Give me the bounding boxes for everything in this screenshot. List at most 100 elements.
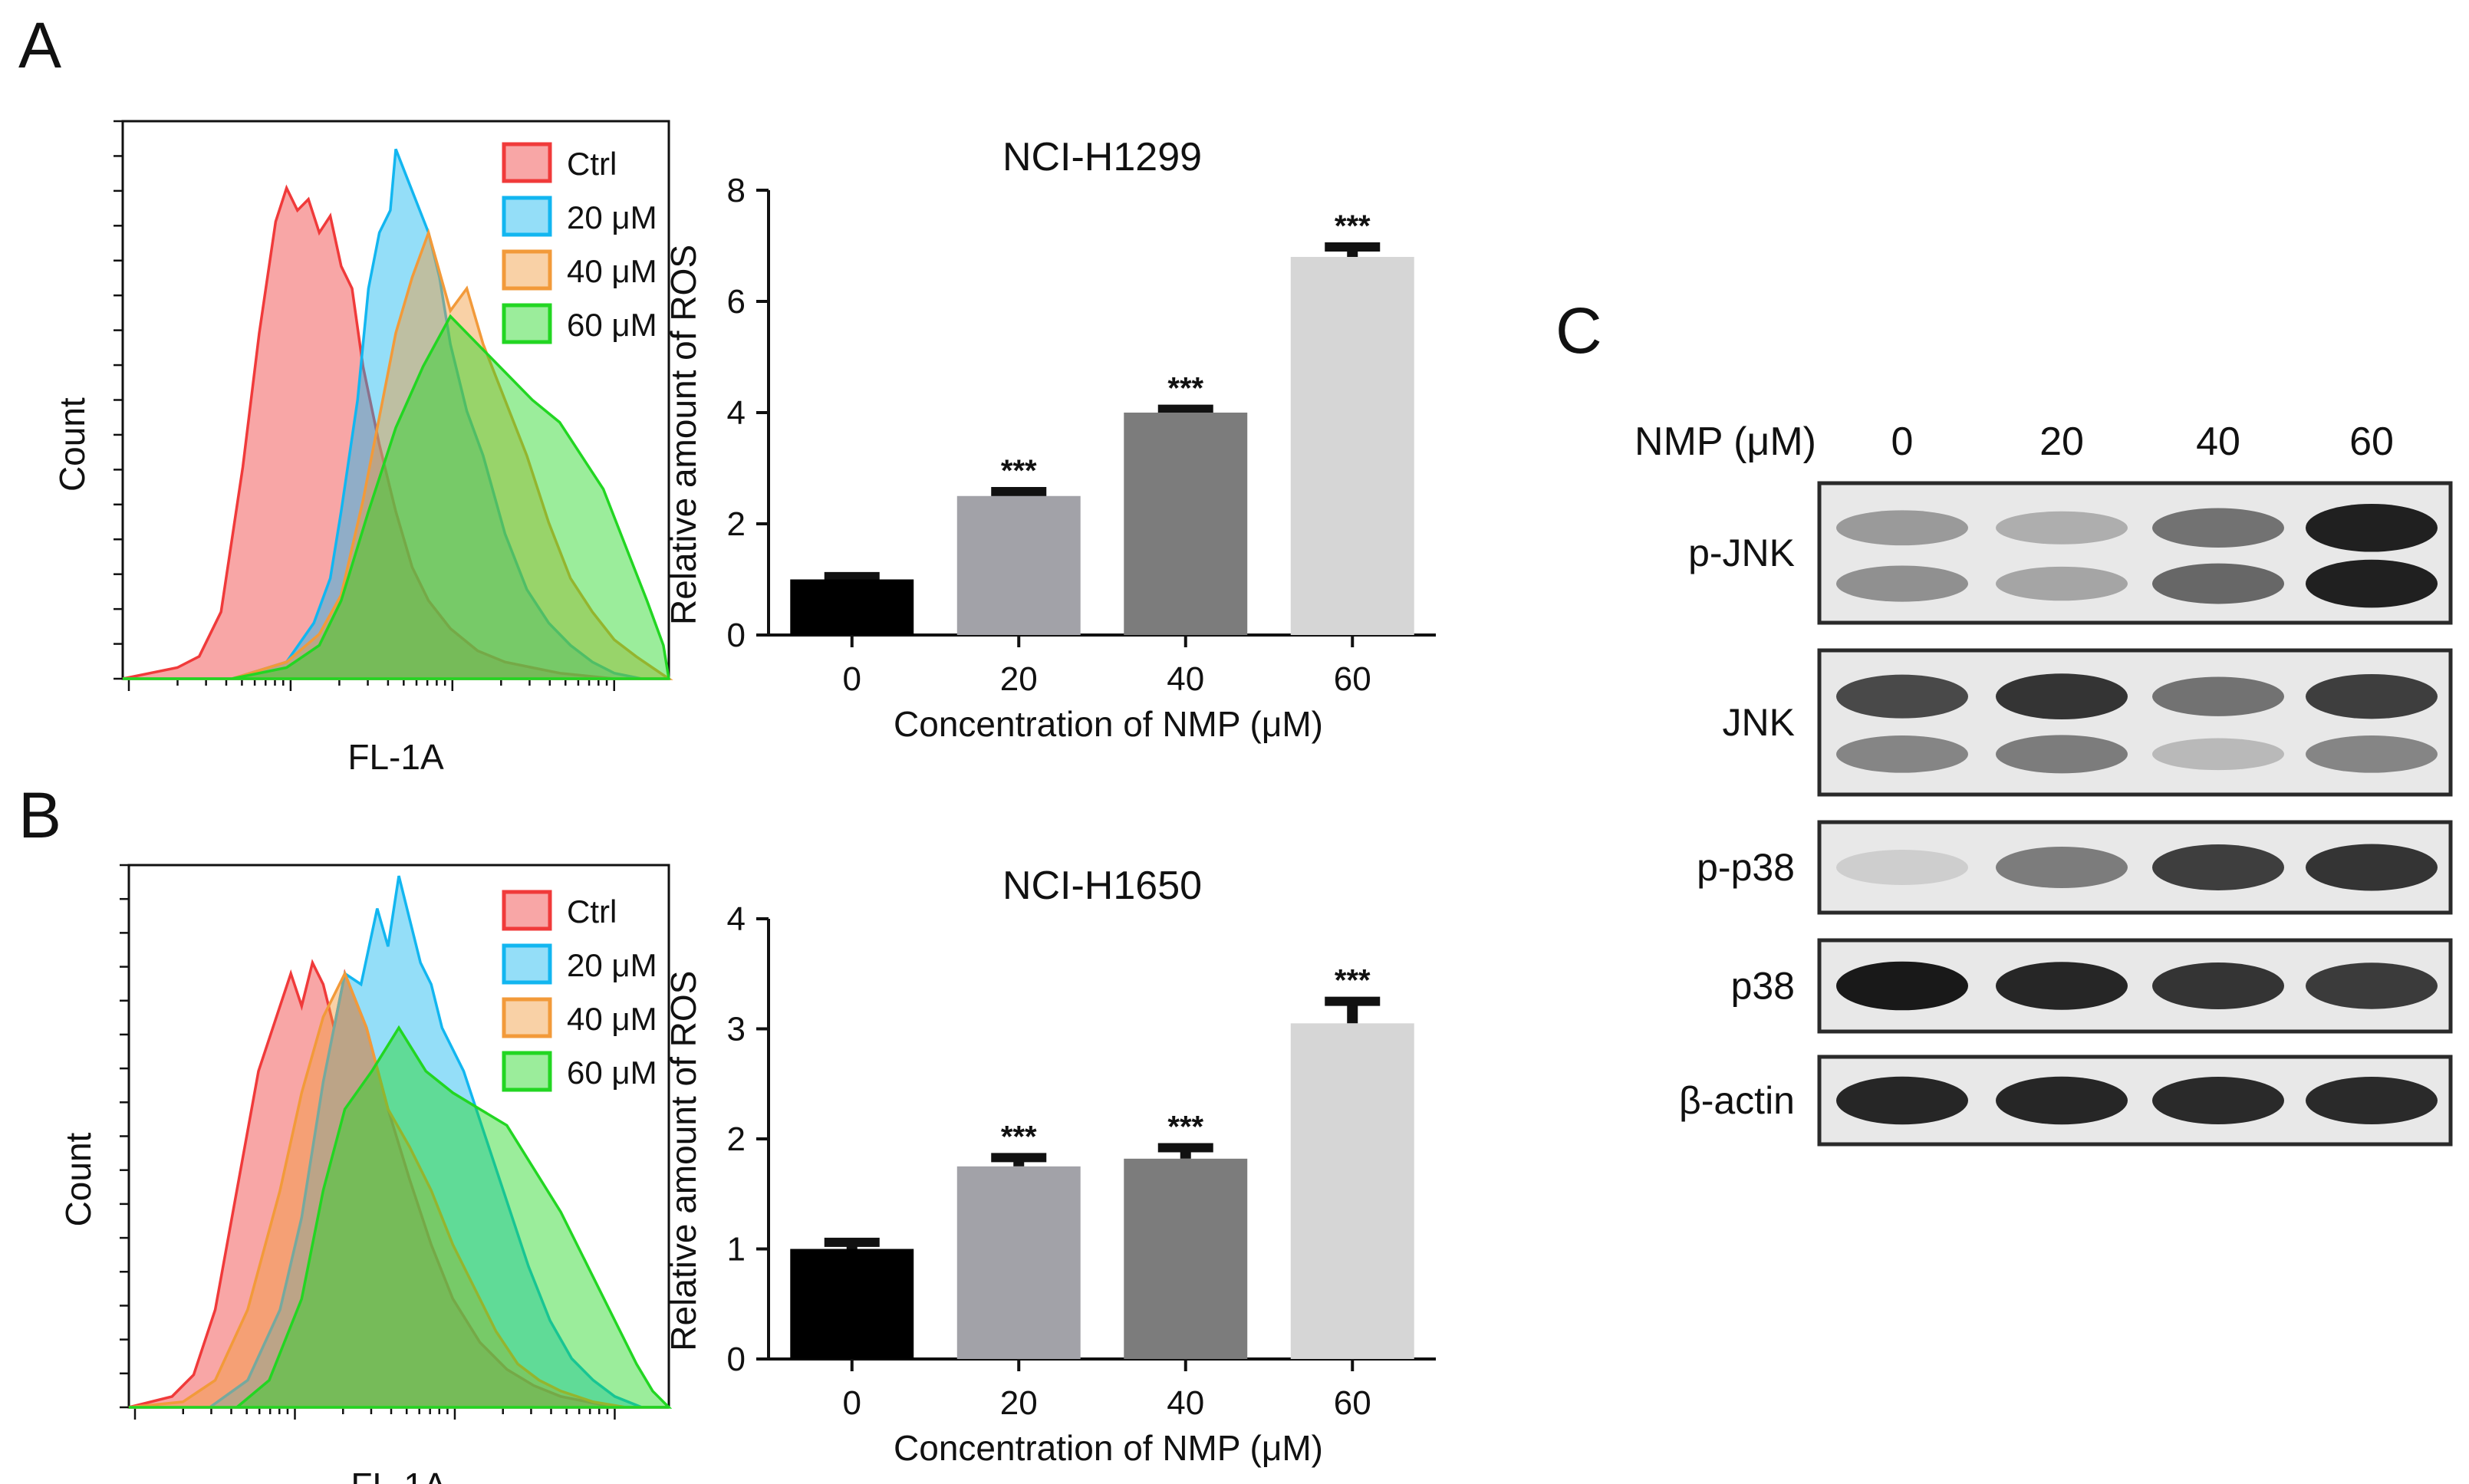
blot-band <box>2306 559 2438 608</box>
legend-swatch <box>502 303 552 344</box>
significance-marker: *** <box>1167 1110 1203 1143</box>
legend-label: 40 μM <box>567 1001 657 1037</box>
blot-band <box>2306 503 2438 552</box>
x-tick-label: 60 <box>1334 1384 1371 1422</box>
histogram-series-2 <box>128 970 669 1409</box>
blot-band <box>1996 735 2128 774</box>
x-tick-label: 0 <box>843 1384 861 1422</box>
histogram-a: Ctrl 20 μM 40 μM 60 μM FL-1A Count <box>52 120 673 777</box>
chart-title: NCI-H1299 <box>1002 135 1202 179</box>
histogram-series-3 <box>123 314 671 680</box>
panel-label-b: B <box>18 779 61 851</box>
y-tick-label: 0 <box>727 617 746 654</box>
blot-band <box>1836 674 1968 719</box>
blot-band <box>2306 735 2438 773</box>
y-tick-label: 3 <box>727 1011 746 1048</box>
legend-label: 20 μM <box>567 947 657 983</box>
bar-20 <box>956 495 1081 635</box>
panel-label-c: C <box>1555 294 1602 367</box>
bar-40 <box>1124 1158 1248 1359</box>
y-axis-label: Relative amount of ROS <box>663 971 703 1351</box>
legend-label: Ctrl <box>567 146 617 182</box>
lane-label: 40 <box>2196 420 2240 464</box>
legend-swatch <box>502 890 552 931</box>
y-axis-label: Count <box>52 397 92 492</box>
histogram-series-2 <box>123 228 673 680</box>
histogram-series-0 <box>122 184 669 680</box>
histogram-series-1 <box>129 875 669 1409</box>
legend-swatch <box>502 249 552 291</box>
blot-row-label: p-p38 <box>1697 846 1795 889</box>
blot-band <box>1996 566 2128 601</box>
blot-band <box>1996 511 2128 545</box>
significance-marker: *** <box>1167 372 1203 406</box>
blot-band <box>2152 962 2284 1009</box>
blot-band <box>1996 962 2128 1010</box>
x-tick-label: 20 <box>1000 660 1038 698</box>
significance-marker: *** <box>1335 964 1371 998</box>
x-axis-label: Concentration of NMP (μM) <box>894 704 1323 744</box>
x-axis-label: Concentration of NMP (μM) <box>894 1428 1323 1468</box>
blot-band <box>2152 1077 2284 1124</box>
y-tick-label: 8 <box>727 172 746 209</box>
x-tick-label: 40 <box>1167 1384 1204 1422</box>
blot-band <box>2152 738 2284 771</box>
legend-label: 60 μM <box>567 307 657 343</box>
legend-swatch <box>502 196 552 237</box>
blot-band <box>2306 962 2438 1009</box>
y-tick-label: 4 <box>727 900 746 938</box>
blot-row-label: p38 <box>1731 965 1795 1008</box>
legend-label: 20 μM <box>567 199 657 235</box>
significance-marker: *** <box>1001 454 1037 488</box>
y-axis-label: Relative amount of ROS <box>663 245 703 625</box>
blot-band <box>1836 510 1968 546</box>
y-axis-label: Count <box>58 1132 98 1226</box>
blot-row-label: β-actin <box>1679 1079 1795 1122</box>
blot-band <box>2152 508 2284 548</box>
x-axis-label: FL-1A <box>347 737 444 777</box>
y-tick-label: 4 <box>727 394 746 432</box>
blot-box <box>1817 648 2453 797</box>
blot-band <box>2152 844 2284 890</box>
bar-40 <box>1124 413 1248 635</box>
legend-label: 60 μM <box>567 1055 657 1091</box>
blot-band <box>2152 563 2284 604</box>
blot-band <box>1836 565 1968 602</box>
bar-60 <box>1290 257 1414 635</box>
legend-swatch <box>502 997 552 1038</box>
chart-title: NCI-H1650 <box>1002 864 1202 908</box>
blot-band <box>1996 1076 2128 1125</box>
y-tick-label: 1 <box>727 1231 746 1268</box>
panel-label-a: A <box>18 9 61 81</box>
blot-band <box>1836 1076 1968 1125</box>
blot-band <box>2306 844 2438 891</box>
y-tick-label: 0 <box>727 1341 746 1378</box>
lane-label: 20 <box>2039 420 2084 464</box>
western-blot: NMP (μM) 0 20 40 60 p-JNK JNK p-p38 p38 β-actin <box>1634 420 2453 1147</box>
significance-marker: *** <box>1335 209 1371 243</box>
blot-band <box>2306 1077 2438 1124</box>
histogram-b: Ctrl 20 μM 40 μM 60 μM FL-1A Count <box>58 864 673 1484</box>
blot-row-label: p-JNK <box>1688 531 1795 574</box>
lane-label: 0 <box>1891 420 1914 464</box>
blot-header: NMP (μM) <box>1634 420 1816 464</box>
x-tick-label: 60 <box>1334 660 1371 698</box>
blot-band <box>1996 673 2128 720</box>
blot-band <box>1836 850 1968 885</box>
x-tick-label: 20 <box>1000 1384 1038 1422</box>
y-tick-label: 2 <box>727 505 746 543</box>
blot-band <box>2306 673 2438 719</box>
bar-20 <box>956 1166 1081 1359</box>
legend-label: Ctrl <box>567 893 617 930</box>
legend-swatch <box>502 142 552 183</box>
x-tick-label: 0 <box>843 660 861 698</box>
x-axis-label: FL-1A <box>351 1466 447 1484</box>
blot-band <box>1836 961 1968 1011</box>
bar-0 <box>790 1249 914 1359</box>
bar-0 <box>790 579 914 635</box>
x-tick-label: 40 <box>1167 660 1204 698</box>
histogram-series-3 <box>129 1025 673 1409</box>
significance-marker: *** <box>1001 1120 1037 1153</box>
